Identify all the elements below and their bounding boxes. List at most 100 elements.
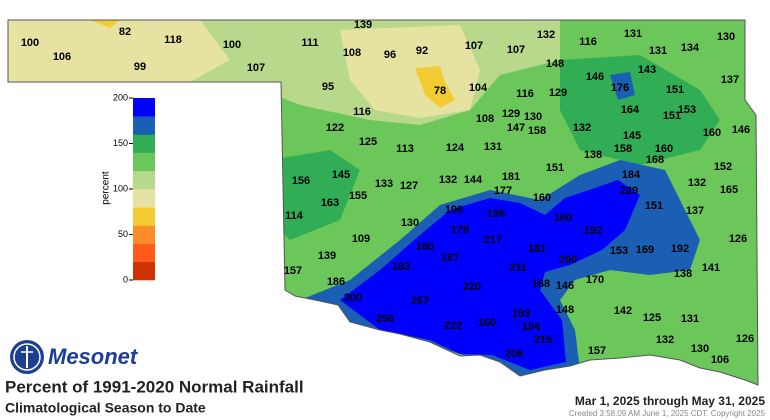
station-value: 145 xyxy=(623,130,641,142)
station-value: 139 xyxy=(318,250,336,262)
station-value: 131 xyxy=(681,313,699,325)
station-value: 177 xyxy=(494,185,512,197)
station-value: 132 xyxy=(688,177,706,189)
station-value: 160 xyxy=(703,127,721,139)
station-value: 106 xyxy=(711,354,729,366)
station-value: 95 xyxy=(322,81,334,93)
station-value: 157 xyxy=(284,265,302,277)
station-value: 183 xyxy=(392,261,410,273)
legend-swatch xyxy=(133,134,155,153)
station-value: 114 xyxy=(285,210,304,222)
station-value: 108 xyxy=(343,47,361,59)
station-value: 229 xyxy=(620,185,638,197)
station-value: 151 xyxy=(645,200,663,212)
legend-tick-label: 200 xyxy=(113,92,128,102)
station-value: 148 xyxy=(546,58,564,70)
legend-label: percent xyxy=(101,171,112,205)
station-value: 96 xyxy=(384,49,396,61)
station-value: 164 xyxy=(621,104,640,116)
legend-swatch xyxy=(133,152,155,172)
station-value: 148 xyxy=(556,304,574,316)
station-value: 130 xyxy=(401,217,419,229)
station-value: 104 xyxy=(469,82,488,94)
station-value: 222 xyxy=(444,320,462,332)
station-value: 109 xyxy=(352,233,370,245)
station-value: 153 xyxy=(610,245,628,257)
legend-swatch xyxy=(133,243,155,263)
station-value: 116 xyxy=(516,88,534,100)
station-value: 157 xyxy=(588,345,606,357)
station-value: 155 xyxy=(349,190,367,202)
station-value: 151 xyxy=(663,110,681,122)
station-value: 126 xyxy=(736,333,754,345)
station-value: 137 xyxy=(721,74,739,86)
legend-tick-label: 100 xyxy=(113,183,128,193)
station-value: 168 xyxy=(532,278,550,290)
station-value: 196 xyxy=(445,204,463,216)
station-value: 147 xyxy=(507,122,525,134)
station-value: 138 xyxy=(674,268,692,280)
station-value: 160 xyxy=(554,212,572,224)
station-value: 111 xyxy=(301,37,318,49)
station-value: 131 xyxy=(624,28,642,40)
station-value: 187 xyxy=(441,252,459,264)
station-value: 152 xyxy=(714,161,732,173)
station-value: 220 xyxy=(463,281,481,293)
station-value: 151 xyxy=(546,162,564,174)
station-value: 168 xyxy=(646,154,664,166)
station-value: 163 xyxy=(321,197,339,209)
station-value: 184 xyxy=(622,169,641,181)
station-value: 82 xyxy=(119,26,131,38)
station-value: 206 xyxy=(505,348,523,360)
station-value: 196 xyxy=(487,208,505,220)
state-border xyxy=(7,19,759,386)
station-value: 116 xyxy=(353,106,371,118)
station-value: 194 xyxy=(522,321,541,333)
station-value: 267 xyxy=(411,295,429,307)
station-value: 132 xyxy=(439,174,457,186)
station-value: 139 xyxy=(354,19,372,31)
station-value: 186 xyxy=(327,276,345,288)
station-value: 146 xyxy=(732,124,750,136)
station-value: 131 xyxy=(649,45,667,57)
legend-swatch xyxy=(133,170,155,190)
station-value: 130 xyxy=(691,343,709,355)
station-value: 130 xyxy=(717,31,735,43)
legend: 0 50 100 150 200 xyxy=(113,92,155,284)
station-value: 146 xyxy=(586,71,604,83)
station-value: 192 xyxy=(584,225,602,237)
station-value: 132 xyxy=(656,334,674,346)
subtitle: Climatological Season to Date xyxy=(5,400,206,416)
station-value: 193 xyxy=(512,308,530,320)
station-value: 144 xyxy=(464,174,483,186)
created: Created 3:58:09 AM June 1, 2025 CDT. Cop… xyxy=(569,409,766,418)
station-value: 160 xyxy=(533,192,551,204)
station-value: 116 xyxy=(579,36,597,48)
legend-swatch xyxy=(133,225,155,244)
station-value: 200 xyxy=(344,292,362,304)
station-value: 99 xyxy=(134,61,146,73)
station-value: 160 xyxy=(478,317,496,329)
logo-text: Mesonet xyxy=(48,344,139,369)
station-value: 129 xyxy=(502,108,520,120)
station-value: 156 xyxy=(292,175,310,187)
station-value: 92 xyxy=(416,45,428,57)
station-value: 122 xyxy=(326,122,344,134)
station-value: 131 xyxy=(484,141,502,153)
station-value: 192 xyxy=(671,243,689,255)
legend-swatch xyxy=(133,207,155,226)
station-value: 125 xyxy=(359,136,377,148)
station-value: 143 xyxy=(638,64,656,76)
station-value: 200 xyxy=(559,254,577,266)
station-value: 158 xyxy=(528,125,546,137)
station-value: 134 xyxy=(681,42,700,54)
station-value: 178 xyxy=(451,224,469,236)
station-value: 125 xyxy=(643,312,661,324)
station-value: 127 xyxy=(400,180,418,192)
station-value: 215 xyxy=(534,334,552,346)
station-value: 78 xyxy=(434,85,446,97)
legend-tick-label: 0 xyxy=(123,274,128,284)
station-value: 217 xyxy=(484,234,502,246)
station-value: 181 xyxy=(502,171,520,183)
station-value: 100 xyxy=(223,39,241,51)
